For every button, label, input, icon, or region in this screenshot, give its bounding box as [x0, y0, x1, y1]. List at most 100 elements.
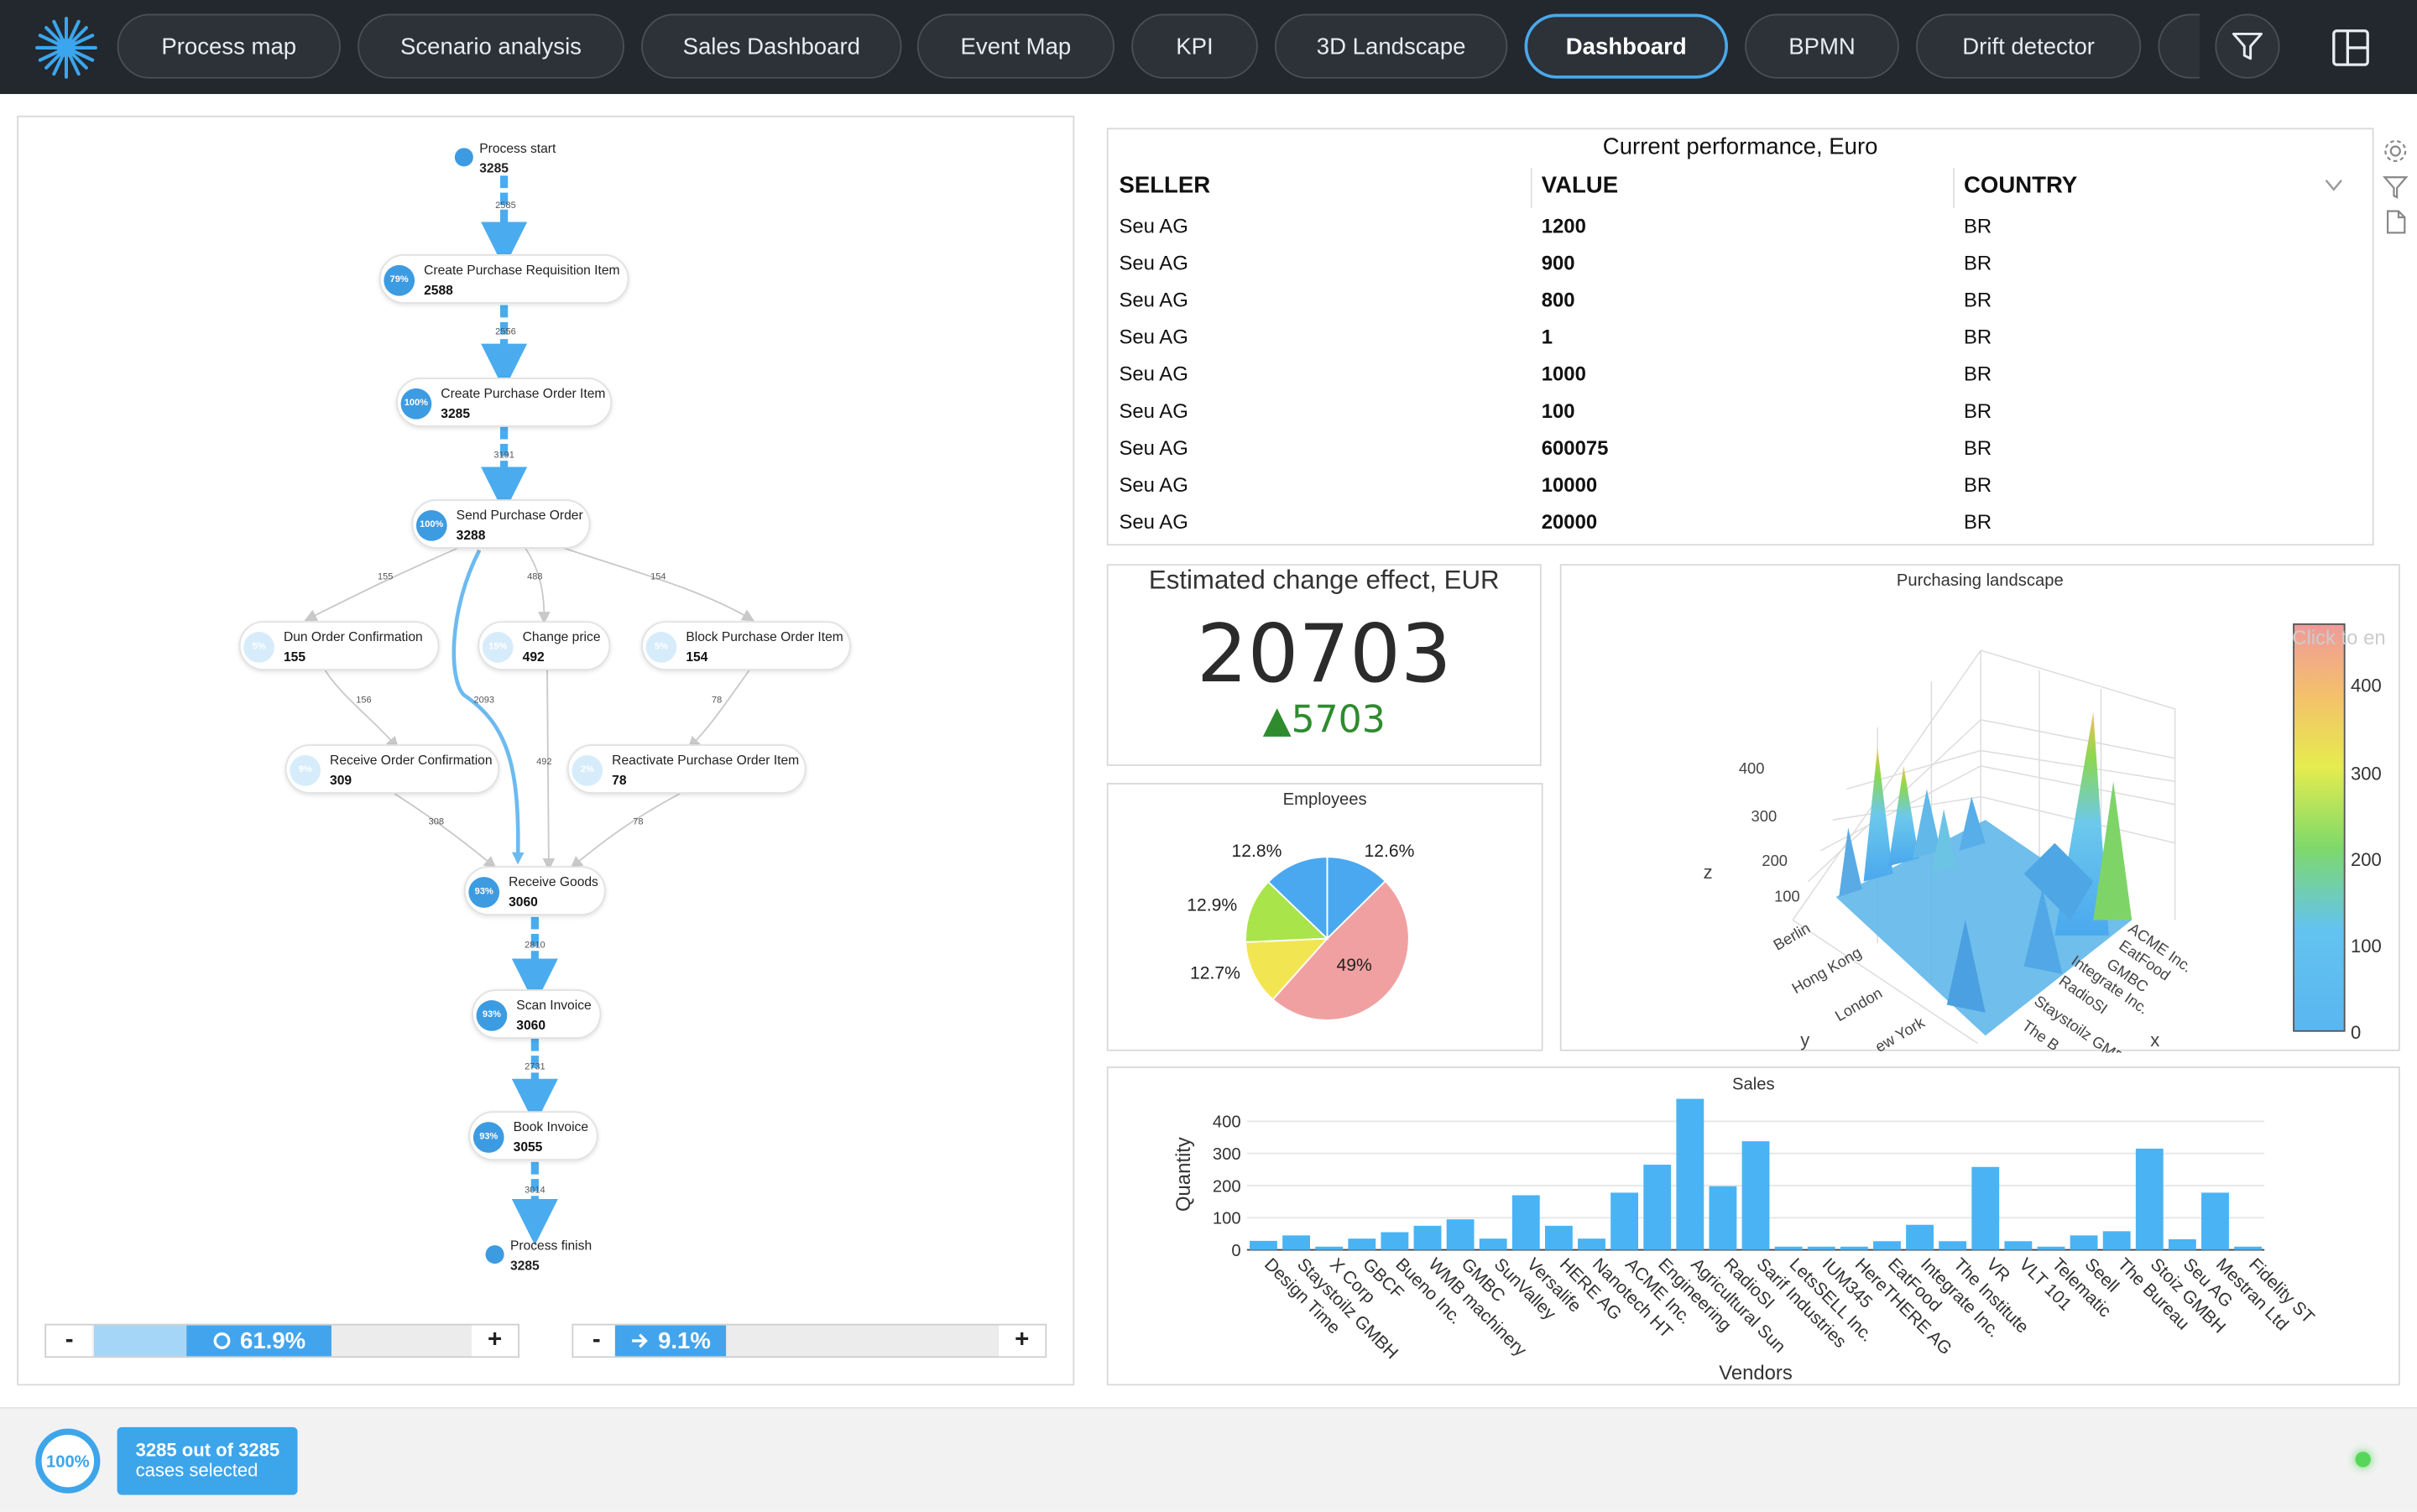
- star-logo-icon[interactable]: [34, 15, 98, 80]
- bar[interactable]: [2004, 1241, 2033, 1250]
- bar[interactable]: [2070, 1235, 2098, 1250]
- tab-scenario-analysis[interactable]: Scenario analysis: [358, 13, 624, 79]
- bar[interactable]: [1250, 1240, 1277, 1250]
- node-book-invoice[interactable]: 93% Book Invoice 3055: [468, 1111, 598, 1161]
- gear-icon[interactable]: [2382, 137, 2409, 164]
- node-create-purchase-order-item[interactable]: 100% Create Purchase Order Item 3285: [396, 378, 613, 427]
- pie-slice[interactable]: [1271, 879, 1410, 1021]
- node-create-purchase-requisition-item[interactable]: 79% Create Purchase Requisition Item 258…: [378, 254, 629, 304]
- column-header-seller[interactable]: SELLER: [1119, 172, 1211, 199]
- pie-slice-label: 12.9%: [1187, 896, 1238, 916]
- activities-plus-button[interactable]: +: [472, 1325, 519, 1357]
- tab-sales-dashboard[interactable]: Sales Dashboard: [641, 13, 902, 79]
- paths-plus-button[interactable]: +: [999, 1325, 1046, 1357]
- colorbar-tick: 0: [2351, 1022, 2361, 1043]
- bar[interactable]: [1709, 1186, 1737, 1250]
- bar[interactable]: [2201, 1192, 2229, 1250]
- bar[interactable]: [1446, 1219, 1475, 1250]
- chevron-down-icon[interactable]: [2325, 177, 2343, 192]
- bar[interactable]: [1774, 1246, 1803, 1250]
- node-percent-badge: 100%: [400, 388, 432, 420]
- edge-label: 308: [428, 818, 444, 828]
- bar[interactable]: [1479, 1238, 1507, 1250]
- paths-slider[interactable]: - 9.1% +: [572, 1323, 1047, 1358]
- tab-drift-detector[interactable]: Drift detector: [1916, 13, 2142, 79]
- process-finish-node[interactable]: Process finish 3285: [485, 1238, 640, 1278]
- node-scan-invoice[interactable]: 93% Scan Invoice 3060: [472, 989, 602, 1039]
- bar[interactable]: [1381, 1232, 1409, 1250]
- node-count: 492: [522, 649, 545, 665]
- tab-dashboard[interactable]: Dashboard: [1524, 13, 1728, 79]
- node-receive-order-confirmation[interactable]: 9% Receive Order Confirmation 309: [285, 744, 500, 794]
- country-cell: BR: [1964, 362, 1992, 386]
- pie-slice-label: 12.8%: [1231, 842, 1282, 862]
- bar[interactable]: [1578, 1238, 1605, 1250]
- bar[interactable]: [2037, 1246, 2065, 1250]
- landscape-title: Purchasing landscape: [1896, 571, 2064, 591]
- filter-button[interactable]: [2215, 13, 2280, 79]
- column-header-value[interactable]: VALUE: [1541, 172, 1619, 199]
- pie-slice[interactable]: [1245, 880, 1329, 943]
- node-percent-badge: 79%: [384, 264, 415, 296]
- cases-ring-indicator[interactable]: 100%: [34, 1427, 102, 1495]
- bar[interactable]: [1840, 1246, 1868, 1250]
- tab-bpmn[interactable]: BPMN: [1745, 13, 1899, 79]
- bar[interactable]: [1348, 1238, 1376, 1250]
- bar[interactable]: [1971, 1166, 2000, 1250]
- column-header-country[interactable]: COUNTRY: [1964, 172, 2078, 199]
- bar[interactable]: [1873, 1241, 1901, 1250]
- bar[interactable]: [1544, 1225, 1573, 1250]
- paths-minus-button[interactable]: -: [573, 1325, 620, 1357]
- activities-slider[interactable]: - 61.9% +: [44, 1323, 519, 1358]
- pie-slice[interactable]: [1326, 856, 1386, 941]
- employees-pie-chart: [1245, 856, 1410, 1021]
- bar[interactable]: [2168, 1238, 2196, 1250]
- bar[interactable]: [1676, 1098, 1704, 1250]
- node-block-purchase-order-item[interactable]: 5% Block Purchase Order Item 154: [641, 621, 851, 670]
- bar[interactable]: [2102, 1231, 2131, 1250]
- value-cell: 900: [1541, 251, 1575, 274]
- edge-label: 2585: [495, 201, 516, 211]
- status-indicator: [2355, 1452, 2371, 1468]
- y-tick-label: 0: [1231, 1242, 1240, 1260]
- layout-icon[interactable]: [2331, 28, 2371, 68]
- node-receive-goods[interactable]: 93% Receive Goods 3060: [463, 866, 606, 916]
- node-label: Receive Goods: [509, 873, 598, 889]
- export-icon[interactable]: [2382, 208, 2409, 236]
- tab-process-map[interactable]: Process map: [117, 13, 341, 79]
- node-label: Send Purchase Order: [456, 507, 583, 523]
- tab-3d-landscape[interactable]: 3D Landscape: [1274, 13, 1508, 79]
- filter-icon[interactable]: [2382, 173, 2409, 201]
- bar[interactable]: [1741, 1141, 1770, 1250]
- node-dun-order-confirmation[interactable]: 5% Dun Order Confirmation 155: [238, 621, 440, 670]
- activities-slider-handle[interactable]: 61.9%: [186, 1325, 331, 1357]
- pie-slice-label: 12.7%: [1189, 964, 1240, 983]
- pie-slice[interactable]: [1267, 856, 1329, 941]
- tab-kpi[interactable]: KPI: [1131, 13, 1258, 79]
- bar[interactable]: [2135, 1148, 2164, 1250]
- node-count: 3055: [513, 1139, 543, 1155]
- cases-selected-badge[interactable]: 3285 out of 3285 cases selected: [117, 1426, 298, 1495]
- bar[interactable]: [2234, 1246, 2263, 1250]
- pie-slice[interactable]: [1245, 937, 1329, 1001]
- bar[interactable]: [1939, 1241, 1967, 1250]
- node-reactivate-purchase-order-item[interactable]: 2% Reactivate Purchase Order Item 78: [566, 744, 807, 794]
- arrow-right-icon: [631, 1333, 648, 1348]
- bar[interactable]: [1906, 1224, 1934, 1250]
- bar[interactable]: [1610, 1192, 1639, 1250]
- node-send-purchase-order[interactable]: 100% Send Purchase Order 3288: [411, 499, 591, 549]
- activities-minus-button[interactable]: -: [46, 1325, 93, 1357]
- bar[interactable]: [1511, 1195, 1540, 1250]
- tab-event-map[interactable]: Event Map: [916, 13, 1115, 79]
- bar[interactable]: [1807, 1246, 1835, 1250]
- bar[interactable]: [1315, 1246, 1344, 1250]
- bar[interactable]: [1413, 1225, 1442, 1250]
- purchasing-landscape-chart[interactable]: 400 300 200 100 z Berlin Hong Kong Londo…: [1562, 566, 2402, 1052]
- node-change-price[interactable]: 15% Change price 492: [478, 621, 611, 670]
- bar[interactable]: [1643, 1165, 1672, 1250]
- bar[interactable]: [1282, 1235, 1310, 1250]
- paths-slider-handle[interactable]: 9.1%: [614, 1325, 727, 1357]
- process-start-node[interactable]: Process start 3285: [454, 140, 609, 180]
- node-label: Scan Invoice: [516, 997, 592, 1013]
- tab-overflow[interactable]: [2158, 13, 2200, 79]
